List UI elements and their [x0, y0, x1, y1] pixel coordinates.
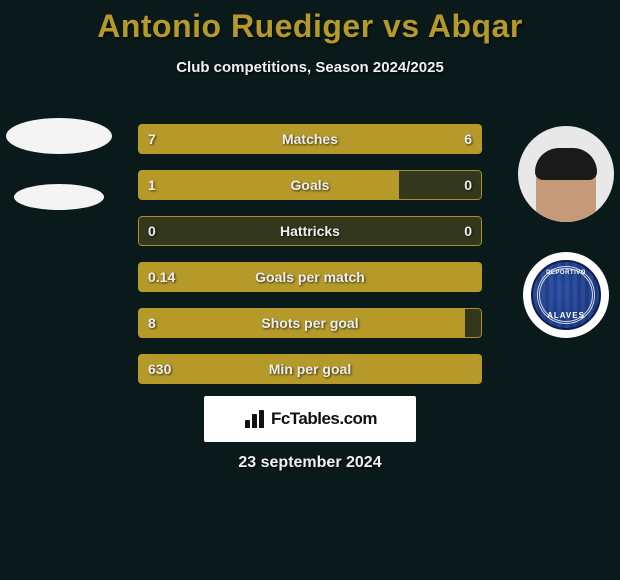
- subtitle: Club competitions, Season 2024/2025: [0, 59, 620, 76]
- brand-badge: FcTables.com: [204, 396, 416, 442]
- brand-logo-icon: [243, 410, 265, 428]
- stat-row: 10Goals: [138, 170, 482, 200]
- stat-row: 8Shots per goal: [138, 308, 482, 338]
- stat-label: Shots per goal: [138, 315, 482, 331]
- stat-label: Hattricks: [138, 223, 482, 239]
- right-player-column: DEPORTIVO ALAVES: [518, 126, 614, 338]
- stat-label: Matches: [138, 131, 482, 147]
- stat-row: 0.14Goals per match: [138, 262, 482, 292]
- page-title: Antonio Ruediger vs Abqar: [0, 0, 620, 45]
- stat-label: Goals per match: [138, 269, 482, 285]
- right-player-avatar: [518, 126, 614, 222]
- stat-row: 00Hattricks: [138, 216, 482, 246]
- stat-row: 76Matches: [138, 124, 482, 154]
- crest-top-text: DEPORTIVO: [533, 270, 599, 276]
- stat-row: 630Min per goal: [138, 354, 482, 384]
- crest-bottom-text: ALAVES: [533, 311, 599, 320]
- face-icon: [536, 148, 596, 222]
- right-team-crest: DEPORTIVO ALAVES: [523, 252, 609, 338]
- stat-label: Goals: [138, 177, 482, 193]
- brand-text: FcTables.com: [271, 409, 377, 429]
- comparison-card: Antonio Ruediger vs Abqar Club competiti…: [0, 0, 620, 580]
- stat-label: Min per goal: [138, 361, 482, 377]
- left-player-column: [6, 118, 112, 210]
- date-label: 23 september 2024: [0, 454, 620, 472]
- left-player-avatar: [6, 118, 112, 154]
- stats-bars: 76Matches 10Goals 00Hattricks 0.14Goals per…: [138, 124, 482, 384]
- left-team-crest: [14, 184, 104, 210]
